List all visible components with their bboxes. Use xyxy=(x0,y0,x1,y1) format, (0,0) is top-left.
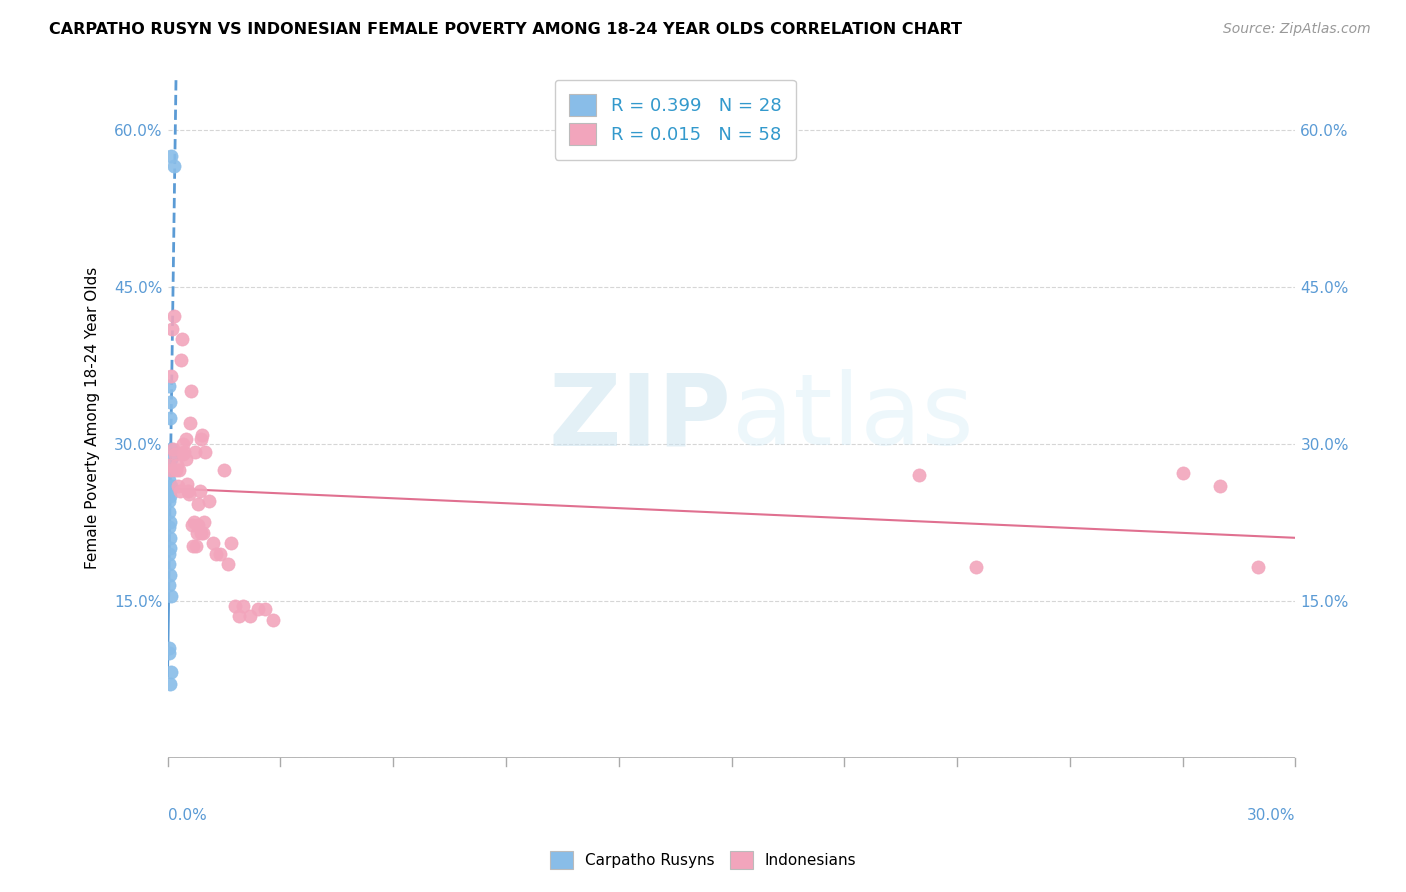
Point xyxy=(170,353,193,368)
Point xyxy=(184,539,207,553)
Point xyxy=(1247,560,1270,574)
Point xyxy=(179,487,201,501)
Point xyxy=(159,515,181,529)
Legend: R = 0.399   N = 28, R = 0.015   N = 58: R = 0.399 N = 28, R = 0.015 N = 58 xyxy=(554,79,796,160)
Point xyxy=(159,531,181,545)
Point xyxy=(183,515,205,529)
Point xyxy=(159,410,181,425)
Point xyxy=(198,494,221,508)
Point xyxy=(170,332,193,346)
Point xyxy=(163,160,186,174)
Point xyxy=(191,428,214,442)
Text: 0.0%: 0.0% xyxy=(167,808,207,823)
Point xyxy=(167,463,190,477)
Point xyxy=(228,609,250,624)
Point xyxy=(159,474,181,488)
Point xyxy=(176,432,198,446)
Point xyxy=(246,602,269,616)
Point xyxy=(209,547,232,561)
Point xyxy=(174,452,197,467)
Point xyxy=(193,515,215,529)
Point xyxy=(179,416,201,430)
Point xyxy=(163,309,186,323)
Point xyxy=(1171,466,1194,480)
Text: atlas: atlas xyxy=(731,369,973,467)
Point xyxy=(159,494,181,508)
Point xyxy=(159,478,181,492)
Point xyxy=(166,458,188,472)
Point xyxy=(160,442,183,456)
Point xyxy=(201,536,224,550)
Point xyxy=(188,483,211,498)
Point xyxy=(159,567,181,582)
Text: 30.0%: 30.0% xyxy=(1247,808,1295,823)
Point xyxy=(177,483,200,498)
Point xyxy=(165,463,187,477)
Point xyxy=(254,602,277,616)
Point xyxy=(159,483,181,498)
Point xyxy=(167,478,190,492)
Point xyxy=(221,536,243,550)
Point xyxy=(181,518,204,533)
Point xyxy=(159,547,181,561)
Point xyxy=(159,520,181,534)
Point xyxy=(262,613,284,627)
Point xyxy=(165,447,187,461)
Point xyxy=(180,384,202,399)
Point xyxy=(232,599,254,613)
Point xyxy=(194,445,217,459)
Point xyxy=(190,432,212,446)
Point xyxy=(157,505,180,519)
Point xyxy=(187,518,209,533)
Text: CARPATHO RUSYN VS INDONESIAN FEMALE POVERTY AMONG 18-24 YEAR OLDS CORRELATION CH: CARPATHO RUSYN VS INDONESIAN FEMALE POVE… xyxy=(49,22,962,37)
Point xyxy=(160,321,183,335)
Point xyxy=(159,395,181,409)
Point xyxy=(159,458,181,472)
Point xyxy=(965,560,987,574)
Text: Source: ZipAtlas.com: Source: ZipAtlas.com xyxy=(1223,22,1371,37)
Point xyxy=(159,646,181,660)
Text: ZIP: ZIP xyxy=(548,369,731,467)
Point xyxy=(159,463,181,477)
Point xyxy=(187,498,209,512)
Point xyxy=(159,665,181,679)
Point xyxy=(193,525,215,540)
Y-axis label: Female Poverty Among 18-24 Year Olds: Female Poverty Among 18-24 Year Olds xyxy=(86,267,100,569)
Point xyxy=(159,541,181,556)
Point xyxy=(217,557,239,571)
Point xyxy=(224,599,246,613)
Point xyxy=(162,442,184,456)
Point xyxy=(172,436,194,450)
Point xyxy=(183,445,205,459)
Point xyxy=(212,463,235,477)
Point xyxy=(159,677,181,691)
Point xyxy=(205,547,228,561)
Point xyxy=(190,525,212,540)
Point xyxy=(181,539,204,553)
Point xyxy=(159,463,181,477)
Legend: Carpatho Rusyns, Indonesians: Carpatho Rusyns, Indonesians xyxy=(544,845,862,875)
Point xyxy=(159,149,181,163)
Point xyxy=(908,468,931,483)
Point xyxy=(173,445,195,459)
Point xyxy=(239,609,262,624)
Point xyxy=(157,640,180,655)
Point xyxy=(157,557,180,571)
Point xyxy=(159,379,181,393)
Point xyxy=(159,489,181,503)
Point xyxy=(169,483,191,498)
Point xyxy=(176,476,198,491)
Point xyxy=(159,463,181,477)
Point xyxy=(172,447,194,461)
Point xyxy=(160,368,183,383)
Point xyxy=(186,525,208,540)
Point xyxy=(159,452,181,467)
Point xyxy=(159,578,181,592)
Point xyxy=(1209,478,1232,492)
Point xyxy=(160,589,183,603)
